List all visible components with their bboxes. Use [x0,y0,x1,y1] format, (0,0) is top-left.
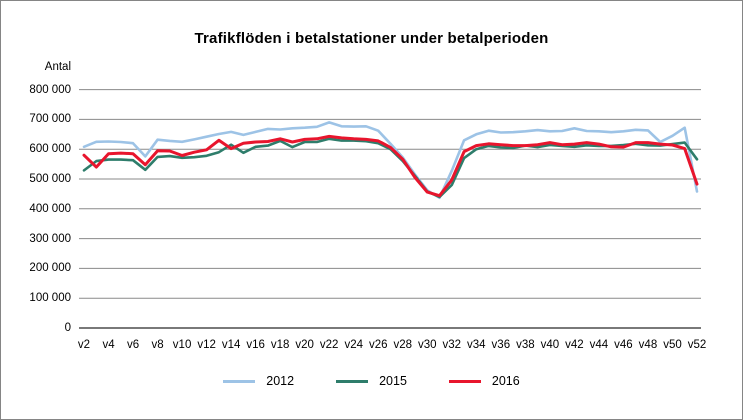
x-tick-label: v46 [614,339,633,351]
x-tick-label: v42 [565,339,584,351]
x-tick-label: v40 [540,339,560,351]
legend-label: 2015 [379,374,407,388]
x-tick-label: v34 [467,339,486,351]
x-tick-label: v22 [319,339,339,351]
x-tick-label: v32 [442,339,462,351]
x-tick-label: v28 [393,339,413,351]
x-tick-label: v50 [663,339,682,351]
x-tick-label: v10 [172,339,192,351]
legend-item-2015: 2015 [336,374,407,388]
x-tick-label: v20 [295,339,314,351]
legend-line-swatch [223,379,256,383]
x-tick-label: v18 [270,339,290,351]
x-tick-label: v2 [77,339,91,351]
x-tick-label: v38 [516,339,535,351]
x-tick-label: v4 [102,339,115,351]
x-tick-label: v48 [638,339,658,351]
y-tick-label: 0 [64,322,71,334]
series-line-2016 [82,134,699,198]
x-tick-label: v36 [491,339,511,351]
legend-item-2016: 2016 [448,374,520,388]
legend-line-swatch [448,379,481,383]
chart-title: Trafikflöden i betalstationer under beta… [194,30,549,47]
x-tick-label: v14 [221,339,241,351]
y-tick-label: 100 000 [29,292,71,305]
legend-item-2012: 2012 [223,374,294,388]
y-tick-label: 800 000 [29,83,71,96]
x-tick-label: v26 [368,339,388,351]
x-tick-label: v16 [246,339,265,351]
legend-label: 2016 [491,374,520,388]
x-tick-label: v12 [197,339,216,351]
y-axis-title: Antal [44,61,71,73]
series-line-2012 [82,121,699,200]
y-tick-label: 300 000 [29,232,71,245]
x-tick-label: v8 [151,339,164,351]
chart-legend: 2012 2015 2016 [1,374,742,388]
x-tick-label: v44 [589,339,609,351]
y-tick-label: 600 000 [29,143,71,156]
y-tick-label: 700 000 [29,113,71,126]
y-tick-label: 500 000 [29,173,71,185]
y-tick-label: 200 000 [29,262,71,275]
x-tick-label: v24 [344,339,363,351]
legend-label: 2012 [266,374,295,388]
x-tick-label: v52 [687,339,707,351]
legend-line-swatch [336,379,369,383]
y-tick-label: 400 000 [29,202,71,215]
x-tick-label: v6 [126,339,140,351]
x-tick-label: v30 [417,339,437,351]
